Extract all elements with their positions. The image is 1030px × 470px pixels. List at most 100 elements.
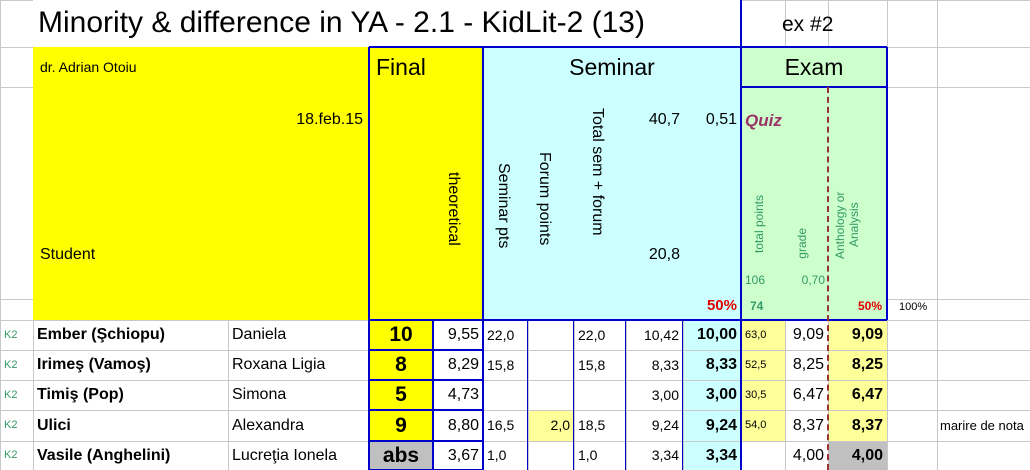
- quiz-ratio: 0,70: [801, 273, 825, 287]
- cell-surname: Vasile (Anghelini): [37, 447, 171, 464]
- cell-exam-grade: 4,00: [851, 447, 883, 464]
- cell-group: K2: [4, 359, 18, 371]
- cell-quiz-grade: 9,09: [792, 326, 824, 343]
- cell-surname: Ember (Şchiopu): [37, 326, 166, 343]
- exam-header: Exam: [784, 54, 844, 80]
- cell-bg: [684, 351, 741, 380]
- cell-theoretical: 8,29: [447, 356, 479, 373]
- cell-group: K2: [4, 329, 18, 341]
- cell-forum-points: 2,0: [550, 417, 570, 433]
- cell-bg: [684, 321, 741, 350]
- border: [741, 86, 887, 88]
- border: [886, 47, 888, 320]
- title-cell: [33, 0, 741, 47]
- cell-seminar-score: 3,34: [651, 447, 679, 463]
- cell-quiz-grade: 8,37: [792, 417, 824, 434]
- cell-seminar-score: 8,33: [651, 357, 679, 373]
- dashed-divider: [827, 87, 829, 470]
- total-weight: 100%: [899, 301, 928, 313]
- quiz-max: 106: [745, 273, 766, 287]
- cell-bg: [829, 442, 887, 470]
- cell-surname: Ulici: [37, 417, 71, 434]
- grid-line: [937, 0, 938, 470]
- border: [369, 379, 483, 381]
- cell-total-sem-forum: 18,5: [578, 417, 606, 433]
- cell-final: 9: [395, 414, 407, 437]
- title: Minority & difference in YA - 2.1 - KidL…: [38, 6, 645, 39]
- border: [740, 0, 742, 470]
- cell-surname: Irimeş (Vamoş): [37, 356, 151, 373]
- cell-first-name: Roxana Ligia: [232, 356, 326, 373]
- border: [369, 440, 483, 442]
- cell-final: abs: [382, 444, 420, 467]
- cell-seminar-grade: 9,24: [705, 417, 737, 434]
- cell-surname: Timiş (Pop): [37, 386, 124, 403]
- cell-first-name: Lucreţia Ionela: [232, 447, 337, 464]
- cell-first-name: Simona: [232, 386, 287, 403]
- cell-seminar-grade: 8,33: [705, 356, 737, 373]
- cell-total-sem-forum: 1,0: [578, 447, 598, 463]
- cell-bg: [370, 442, 433, 470]
- grid-line: [0, 0, 1, 470]
- cell-bg: [829, 411, 887, 441]
- exam-weight: 50%: [857, 299, 882, 313]
- exercise: ex #2: [782, 13, 834, 36]
- seminar-ratio: 0,51: [705, 111, 737, 128]
- cell-final: 8: [395, 353, 407, 376]
- cell-exam-grade: 8,25: [851, 356, 883, 373]
- author: dr. Adrian Otoiu: [40, 59, 137, 75]
- cell-seminar-pts: 1,0: [487, 447, 507, 463]
- seminar-half: 20,8: [648, 246, 680, 263]
- seminar-max: 40,7: [648, 111, 680, 128]
- cell-quiz-points: 54,0: [745, 419, 767, 431]
- cell-first-name: Daniela: [232, 326, 287, 343]
- quiz-label: Quiz: [745, 111, 782, 130]
- border: [625, 320, 626, 470]
- theoretical-label: theoretical: [445, 172, 462, 246]
- cell-quiz-grade: 4,00: [792, 447, 824, 464]
- cell-theoretical: 9,55: [447, 326, 479, 343]
- cell-theoretical: 3,67: [447, 447, 479, 464]
- date: 18.feb.15: [296, 111, 363, 128]
- grid-line: [0, 350, 1030, 351]
- border: [573, 320, 574, 470]
- border: [369, 349, 483, 351]
- grid-line: [0, 441, 1030, 442]
- student-label: Student: [40, 246, 96, 263]
- cell-seminar-grade: 3,00: [705, 386, 737, 403]
- cell-bg: [742, 381, 785, 410]
- quiz-min: 74: [750, 299, 764, 313]
- border: [432, 320, 434, 470]
- seminar-weight: 50%: [706, 297, 737, 314]
- cell-exam-grade: 8,37: [851, 417, 883, 434]
- border: [482, 47, 484, 470]
- border: [368, 47, 370, 470]
- cell-theoretical: 8,80: [447, 417, 479, 434]
- cell-quiz-points: 63,0: [745, 329, 767, 341]
- cell-final: 10: [389, 323, 413, 346]
- cell-seminar-score: 3,00: [651, 387, 679, 403]
- grid-line: [0, 380, 1030, 381]
- cell-bg: [742, 351, 785, 380]
- cell-bg: [684, 381, 741, 410]
- cell-total-sem-forum: 15,8: [578, 357, 606, 373]
- cell-exam-grade: 9,09: [851, 326, 883, 343]
- header-yellow: [33, 47, 483, 320]
- header-green: [741, 47, 887, 320]
- cell-seminar-pts: 16,5: [487, 417, 515, 433]
- cell-first-name: Alexandra: [232, 417, 305, 434]
- cell-seminar-grade: 10,00: [696, 326, 737, 343]
- cell-bg: [370, 351, 433, 380]
- cell-group: K2: [4, 419, 18, 431]
- seminar-pts-label: Seminar pts: [495, 163, 512, 249]
- cell-final: 5: [395, 383, 407, 406]
- final-header: Final: [376, 54, 426, 80]
- cell-seminar-score: 9,24: [651, 417, 679, 433]
- cell-bg: [529, 411, 574, 441]
- total-points-label: total points: [752, 195, 766, 254]
- cell-exam-grade: 6,47: [851, 386, 883, 403]
- cell-seminar-grade: 3,34: [705, 447, 737, 464]
- cell-bg: [742, 321, 785, 350]
- cell-bg: [742, 411, 785, 441]
